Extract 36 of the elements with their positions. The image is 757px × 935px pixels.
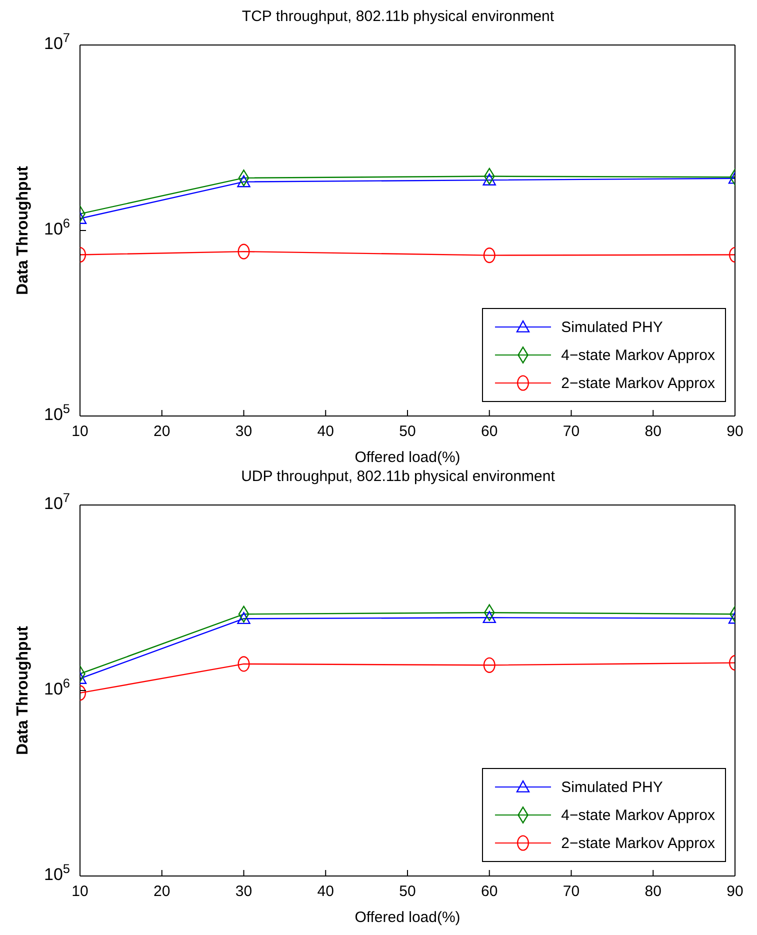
x-tick-label: 90 <box>726 883 744 900</box>
x-tick-label: 40 <box>317 423 334 440</box>
x-tick-label: 90 <box>726 423 744 440</box>
y-tick-label: 10$^{6}$ <box>44 215 70 238</box>
x-tick-label: 50 <box>399 883 416 900</box>
x-tick-label: 20 <box>154 883 170 900</box>
x-tick-label: 70 <box>562 423 580 440</box>
x-tick-label: 40 <box>317 883 334 900</box>
y-axis-title: Data Throughput <box>14 625 32 755</box>
chart-title: UDP throughput, 802.11b physical environment <box>240 468 556 487</box>
x-tick-label: 60 <box>481 423 498 440</box>
x-axis-title: Offered load(%) <box>354 449 460 466</box>
x-axis-title: Offered load(%) <box>354 909 460 926</box>
y-tick-label: 10$^{6}$ <box>44 675 70 698</box>
x-tick-label: 70 <box>562 883 580 900</box>
x-tick-label: 50 <box>399 423 416 440</box>
legend-label: 2−state Markov Approx <box>561 834 715 852</box>
x-tick-label: 30 <box>235 883 252 900</box>
legend-label: 4−state Markov Approx <box>561 806 715 824</box>
y-tick-label: 10$^{7}$ <box>44 490 70 513</box>
y-tick-label: 10$^{7}$ <box>44 30 70 53</box>
x-tick-label: 30 <box>235 423 252 440</box>
y-axis-title: Data Throughput <box>14 165 32 295</box>
x-tick-label: 80 <box>644 423 662 440</box>
y-tick-label: 10$^{5}$ <box>44 860 70 884</box>
x-tick-label: 80 <box>644 883 662 900</box>
legend-label: Simulated PHY <box>561 778 663 796</box>
legend-label: 2−state Markov Approx <box>561 374 715 392</box>
legend-label: 4−state Markov Approx <box>561 346 715 364</box>
x-tick-label: 60 <box>481 883 498 900</box>
x-tick-label: 10 <box>72 423 88 440</box>
x-tick-label: 10 <box>72 883 88 900</box>
y-tick-label: 10$^{5}$ <box>44 400 70 424</box>
chart-title: TCP throughput, 802.11b physical environment <box>240 8 556 27</box>
x-tick-label: 20 <box>154 423 170 440</box>
legend-label: Simulated PHY <box>561 318 663 336</box>
